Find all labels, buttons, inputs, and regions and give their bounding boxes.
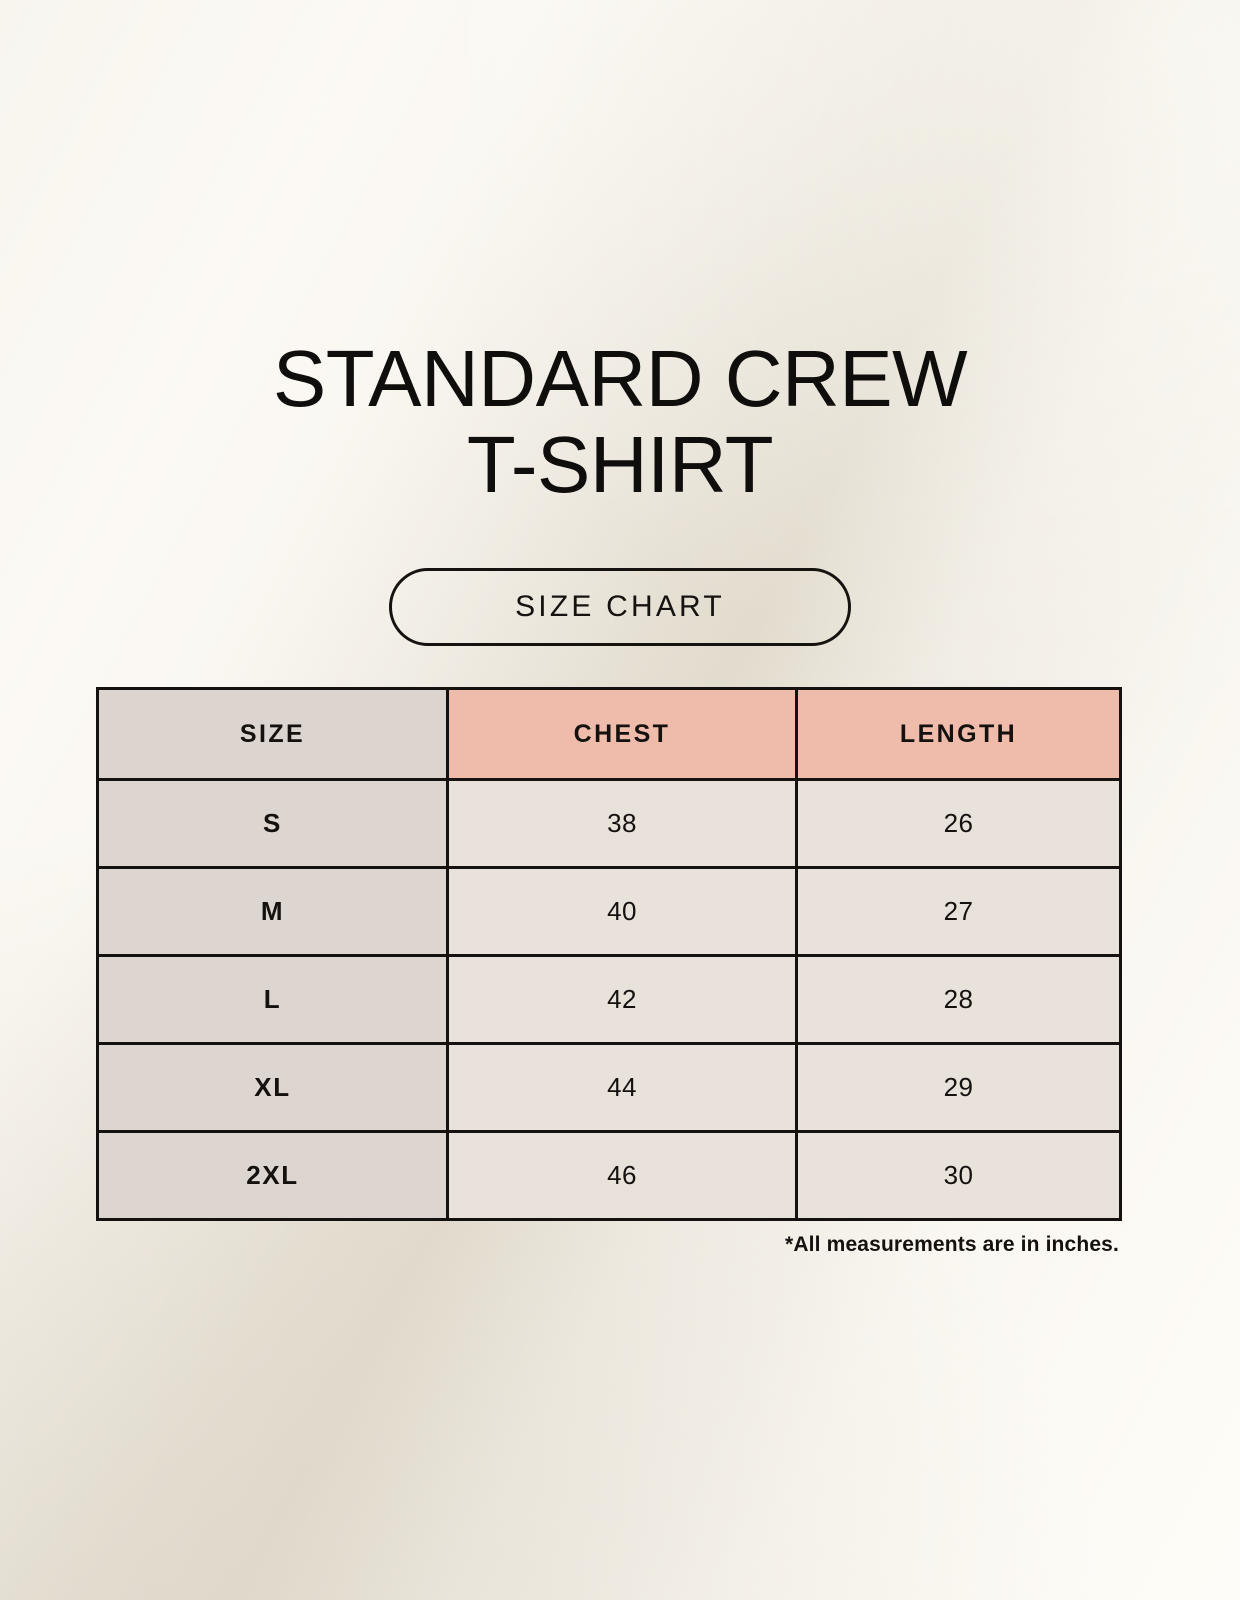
cell-chest: 46 — [446, 1130, 798, 1221]
cell-size-label: 2XL — [246, 1160, 299, 1190]
page-title-line-2: T-SHIRT — [466, 420, 774, 509]
column-header-size: SIZE — [96, 687, 449, 781]
page-title: STANDARD CREW T-SHIRT — [0, 336, 1240, 508]
table-row: XL 44 29 — [96, 1042, 1122, 1133]
cell-chest-value: 40 — [607, 896, 637, 926]
size-chart-badge-container: SIZE CHART — [0, 568, 1240, 646]
table-header-row: SIZE CHEST LENGTH — [96, 687, 1122, 781]
cell-chest: 38 — [446, 778, 798, 869]
cell-chest: 40 — [446, 866, 798, 957]
page-title-line-1: STANDARD CREW — [272, 334, 968, 423]
cell-length-value: 30 — [943, 1160, 974, 1190]
cell-length-value: 27 — [943, 896, 974, 926]
size-table-container: SIZE CHEST LENGTH S — [96, 687, 1122, 1221]
cell-size: M — [96, 866, 449, 957]
size-chart-badge-label: SIZE CHART — [515, 590, 725, 623]
cell-chest: 44 — [446, 1042, 798, 1133]
cell-length: 27 — [795, 866, 1122, 957]
size-table-body: S 38 26 M 40 — [96, 778, 1122, 1221]
column-header-length: LENGTH — [795, 687, 1122, 781]
cell-size: S — [96, 778, 449, 869]
cell-length: 29 — [795, 1042, 1122, 1133]
cell-size: 2XL — [96, 1130, 449, 1221]
cell-chest-value: 38 — [607, 808, 637, 838]
cell-size: XL — [96, 1042, 449, 1133]
size-table: SIZE CHEST LENGTH S — [96, 687, 1122, 1221]
cell-size-label: S — [263, 808, 282, 838]
cell-chest: 42 — [446, 954, 798, 1045]
table-row: M 40 27 — [96, 866, 1122, 957]
cell-size-label: L — [263, 984, 282, 1014]
cell-length: 30 — [795, 1130, 1122, 1221]
cell-size: L — [96, 954, 449, 1045]
cell-length: 28 — [795, 954, 1122, 1045]
cell-length-value: 26 — [943, 808, 974, 838]
column-header-length-label: LENGTH — [899, 719, 1018, 748]
cell-size-label: M — [260, 896, 285, 926]
table-row: L 42 28 — [96, 954, 1122, 1045]
size-chart-badge: SIZE CHART — [389, 568, 851, 646]
size-table-head: SIZE CHEST LENGTH — [96, 687, 1122, 781]
cell-chest-value: 44 — [607, 1072, 637, 1102]
column-header-size-label: SIZE — [239, 719, 306, 748]
column-header-chest: CHEST — [446, 687, 798, 781]
cell-length-value: 28 — [943, 984, 974, 1014]
cell-length: 26 — [795, 778, 1122, 869]
measurement-footnote: *All measurements are in inches. — [785, 1233, 1119, 1256]
cell-chest-value: 42 — [607, 984, 637, 1014]
cell-length-value: 29 — [943, 1072, 974, 1102]
column-header-chest-label: CHEST — [573, 719, 671, 748]
table-row: 2XL 46 30 — [96, 1130, 1122, 1221]
table-row: S 38 26 — [96, 778, 1122, 869]
cell-size-label: XL — [254, 1072, 291, 1102]
cell-chest-value: 46 — [607, 1160, 637, 1190]
